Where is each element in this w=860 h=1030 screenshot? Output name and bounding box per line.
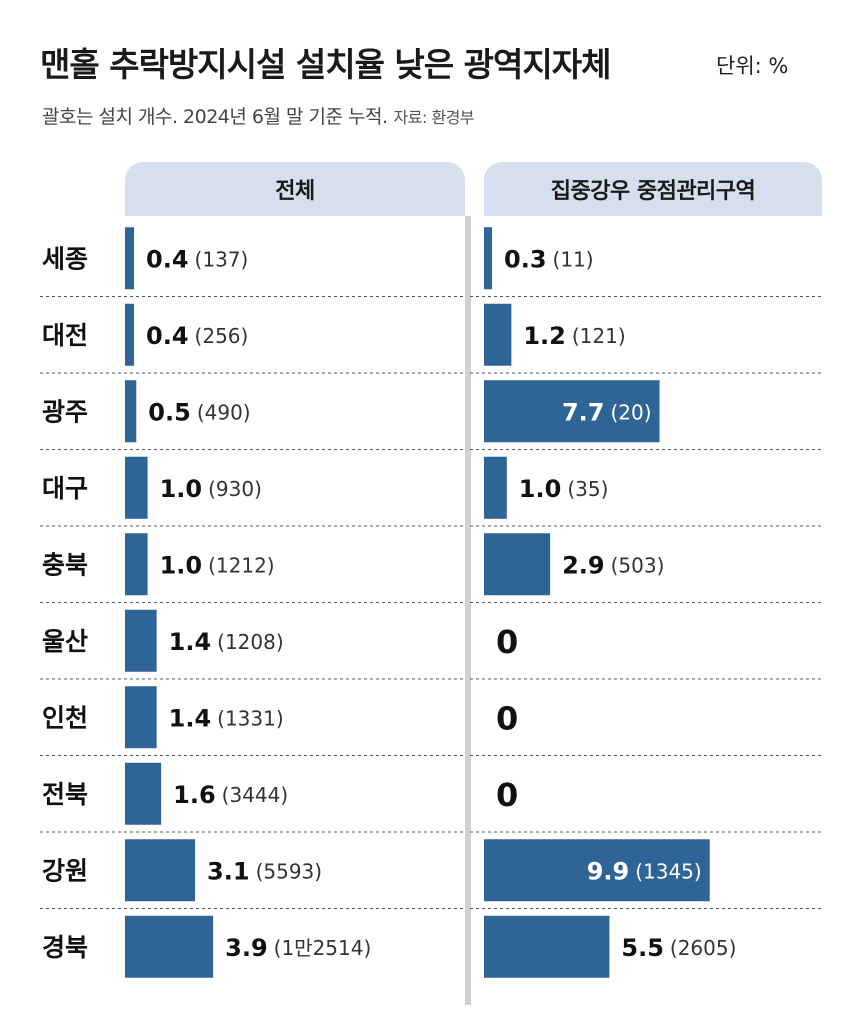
value-label: 5.5 xyxy=(621,934,664,962)
value-label: 0.3 xyxy=(504,245,547,273)
value-label: 1.0 xyxy=(160,475,203,503)
value-label: 0 xyxy=(496,776,518,814)
value-label: 0.4 xyxy=(146,322,189,350)
bar xyxy=(125,609,157,672)
count-label: (256) xyxy=(195,324,249,348)
bar xyxy=(484,839,710,902)
count-label: (137) xyxy=(195,247,249,271)
unit-label: 단위: % xyxy=(716,54,789,78)
value-label: 1.0 xyxy=(519,475,562,503)
subtitle-text: 괄호는 설치 개수. 2024년 6월 말 기준 누적. xyxy=(42,106,388,128)
bar xyxy=(125,303,135,366)
value-label: 0 xyxy=(496,699,518,737)
bar xyxy=(125,915,214,978)
count-label: (1212) xyxy=(208,553,275,577)
count-label: (11) xyxy=(553,247,594,271)
value-label: 7.7 xyxy=(562,398,605,426)
count-label: (490) xyxy=(197,400,251,424)
category-label: 세종 xyxy=(42,244,88,273)
value-label: 0 xyxy=(496,623,518,661)
value-label: 0.4 xyxy=(146,245,189,273)
column-header-total: 전체 xyxy=(125,162,465,216)
count-label: (1331) xyxy=(217,706,284,730)
count-label: (35) xyxy=(567,477,608,501)
bar xyxy=(125,456,148,519)
bar xyxy=(125,227,135,290)
value-label: 1.4 xyxy=(169,704,212,732)
category-label: 울산 xyxy=(42,627,88,656)
bar xyxy=(125,380,137,443)
subtitle: 괄호는 설치 개수. 2024년 6월 말 기준 누적. 자료: 환경부 xyxy=(42,102,475,129)
category-label: 인천 xyxy=(42,703,88,732)
count-label: (5593) xyxy=(256,859,323,883)
count-label: (20) xyxy=(610,400,651,424)
category-label: 충북 xyxy=(42,550,88,579)
count-label: (2605) xyxy=(670,936,737,960)
value-label: 3.9 xyxy=(225,934,268,962)
category-label: 경북 xyxy=(42,933,88,962)
bar xyxy=(484,456,507,519)
count-label: (503) xyxy=(611,553,665,577)
bar xyxy=(125,686,157,749)
value-label: 2.9 xyxy=(562,551,605,579)
count-label: (1만2514) xyxy=(274,936,372,960)
value-label: 1.6 xyxy=(173,781,216,809)
value-label: 3.1 xyxy=(207,857,250,885)
chart-title: 맨홀 추락방지시설 설치율 낮은 광역지자체 xyxy=(40,45,611,84)
value-label: 1.0 xyxy=(160,551,203,579)
bar xyxy=(125,533,148,596)
count-label: (1208) xyxy=(217,630,284,654)
bar xyxy=(125,839,196,902)
category-label: 광주 xyxy=(42,397,88,426)
count-label: (121) xyxy=(572,324,626,348)
bar xyxy=(484,303,512,366)
value-label: 9.9 xyxy=(587,857,630,885)
source-label: 자료: 환경부 xyxy=(393,108,475,127)
bar xyxy=(484,915,610,978)
category-label: 전북 xyxy=(42,780,88,809)
count-label: (930) xyxy=(208,477,262,501)
bar xyxy=(484,227,492,290)
category-label: 대구 xyxy=(42,474,88,503)
count-label: (1345) xyxy=(635,859,702,883)
category-label: 대전 xyxy=(42,321,88,350)
bar xyxy=(484,533,551,596)
value-label: 1.2 xyxy=(523,322,566,350)
value-label: 0.5 xyxy=(148,398,191,426)
value-label: 1.4 xyxy=(169,628,212,656)
category-label: 강원 xyxy=(42,856,88,885)
bar xyxy=(484,380,660,443)
column-header-heavy-rain: 집중강우 중점관리구역 xyxy=(484,162,822,216)
bar xyxy=(125,762,162,825)
count-label: (3444) xyxy=(222,783,289,807)
